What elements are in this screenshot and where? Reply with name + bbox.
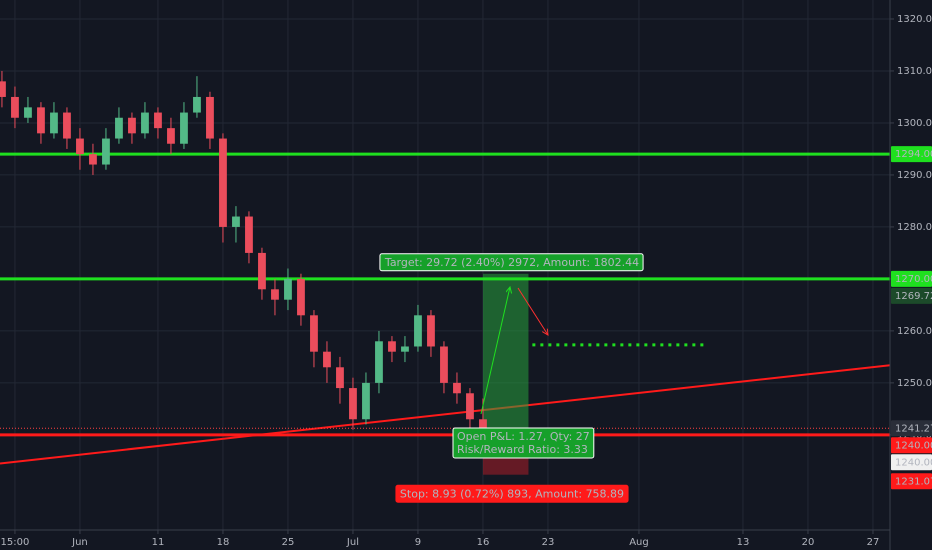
candle-body [427,315,435,347]
price-label-bg [891,437,932,454]
label-background [379,253,644,272]
label-text: Risk/Reward Ratio: 3.33 [457,443,588,456]
candle-body [440,346,448,383]
x-tick-label: 11 [152,537,165,548]
price-label: 1231.07 [895,476,932,487]
candle-body [232,216,240,227]
candle-body [37,107,45,134]
y-tick-label: 1290.00 [897,170,932,181]
candle-body [310,315,318,352]
axes: 1320.00 1310.00 1300.00 1290.00 1280.00 1270.… [1,14,932,548]
price-label-bg [891,420,932,437]
label-box: Stop: 8.93 (0.72%) 893, Amount: 758.89 [395,484,629,503]
x-tick-label: 9 [415,537,421,548]
y-tick-label: 1260.00 [897,326,932,337]
x-tick-label: Aug [629,537,649,548]
candle-body [24,107,32,118]
x-tick-label: Jul [346,537,359,548]
label-background [395,484,629,503]
trend-line [0,364,891,465]
candle-body [0,81,6,97]
price-label-bg [891,454,932,471]
candle-body [271,289,279,300]
candle-body [50,112,58,134]
target-zone [482,273,529,429]
candle-body [375,341,383,383]
candle-body [154,112,162,129]
label-text: Open P&L: 1.27, Qty: 27 [457,430,590,443]
candle-body [89,154,97,165]
price-label: 1270.00 [895,274,932,285]
candle-body [115,117,123,139]
candle-body [388,341,396,352]
candle-body [466,393,474,420]
label-text: Stop: 8.93 (0.72%) 893, Amount: 758.89 [400,487,624,500]
candle-body [76,138,84,155]
candle-body [193,96,201,113]
candle-body [245,216,253,253]
price-label: 1240.00 [895,440,932,451]
candle-body [128,117,136,134]
candle-body [362,382,370,420]
arrow-down [517,287,548,335]
x-tick-label: 18 [217,537,230,548]
candle-body [479,419,487,429]
x-tick-label: 15:00 [1,537,30,548]
candle-body [336,367,344,389]
candle-body [414,315,422,347]
x-tick-label: 23 [542,537,555,548]
arrow-up [480,287,510,415]
candle-body [219,138,227,227]
x-tick-label: 25 [282,537,295,548]
x-tick-label: 13 [737,537,750,548]
y-tick-label: 1250.00 [897,378,932,389]
candle-body [11,96,19,118]
candle-body [102,138,110,165]
candle-body [401,346,409,352]
label-text: Target: 29.72 (2.40%) 2972, Amount: 1802… [384,256,639,269]
label-background [452,427,595,459]
plot: Target: 29.72 (2.40%) 2972, Amount: 1802… [0,70,891,503]
candle-body [284,278,292,300]
x-tick-label: 16 [477,537,490,548]
price-label: 1294.00 [895,149,932,160]
price-label-bg [891,270,932,287]
price-label: 1269.72 [895,291,932,302]
y-tick-label: 1280.00 [897,222,932,233]
price-label-bg [891,146,932,163]
x-tick-label: Jun [71,537,88,548]
candle-body [349,388,357,420]
price-label: 1240.00 [895,457,932,468]
x-tick-label: 20 [802,537,815,548]
candle-body [141,112,149,134]
label-box: Target: 29.72 (2.40%) 2972, Amount: 1802… [379,253,644,272]
y-tick-label: 1300.00 [897,118,932,129]
price-label: 1241.27 [895,423,932,434]
candle-body [453,382,461,394]
candle-body [206,96,214,139]
candle-body [258,252,266,290]
y-tick-label: 1320.00 [897,14,932,25]
candle-body [63,112,71,139]
price-label-bg [891,473,932,490]
candle-body [180,112,188,144]
y-tick-label: 1310.00 [897,66,932,77]
candle-body [323,351,331,368]
candle-body [167,128,175,144]
candle-body [297,278,305,316]
x-tick-label: 27 [867,537,880,548]
price-label-bg [891,287,932,304]
